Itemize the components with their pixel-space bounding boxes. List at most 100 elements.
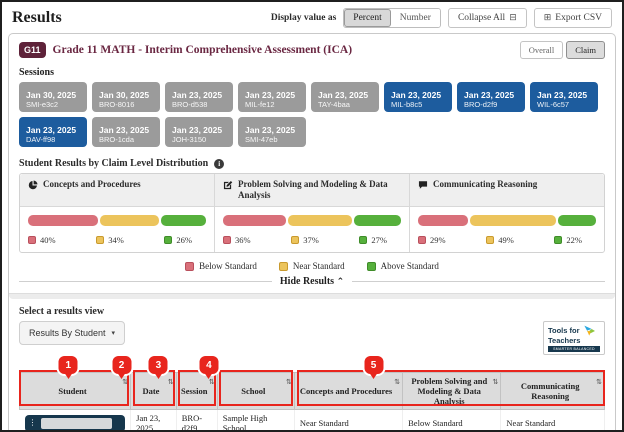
results-table-container: 1 2 3 4 5 Student ⇅ Date ⇅ Session ⇅ School… (18, 356, 605, 430)
header-label: Problem Solving and Modeling & Data Anal… (411, 376, 488, 406)
claims-heading-text: Student Results by Claim Level Distribut… (19, 158, 209, 169)
collapse-icon: ⊟ (509, 13, 517, 23)
session-code: MIL-b8c5 (391, 99, 423, 109)
kebab-menu-icon[interactable]: ⋮ (28, 418, 37, 427)
percent-value: 34% (108, 235, 124, 245)
sort-icon[interactable]: ⇅ (596, 378, 602, 386)
session-button[interactable]: Jan 23, 2025 MIL-fe12 (238, 82, 306, 112)
session-date: Jan 23, 2025 (172, 124, 223, 135)
number-button[interactable]: Number (390, 9, 440, 27)
results-table: Student ⇅ Date ⇅ Session ⇅ School ⇅ Concepts… (18, 372, 605, 430)
sort-icon[interactable]: ⇅ (122, 378, 129, 386)
sort-icon[interactable]: ⇅ (394, 378, 401, 386)
claim-button[interactable]: Claim (566, 41, 605, 59)
hide-results-label: Hide Results (279, 276, 335, 287)
collapse-all-button[interactable]: Collapse All ⊟ (447, 8, 527, 28)
edit-icon (223, 181, 233, 190)
session-code: BRO-8016 (99, 99, 135, 109)
hide-results-row: Hide Results ⌃ (19, 276, 605, 287)
column-header-date[interactable]: Date ⇅ (130, 372, 177, 410)
results-view-dropdown[interactable]: Results By Student ▾ (19, 321, 126, 345)
collapse-all-label: Collapse All (457, 13, 506, 23)
bar-percent-labels: 36% 37% 27% (223, 235, 401, 245)
session-date: Jan 30, 2025 (26, 89, 77, 100)
grade-badge: G11 (19, 42, 46, 58)
select-view-label: Select a results view (19, 306, 105, 317)
bar-segment-near (470, 215, 556, 226)
session-code: BRO-d538 (172, 99, 208, 109)
communicating-cell: Near Standard (500, 409, 605, 430)
session-button[interactable]: Jan 23, 2025 JOH-3150 (165, 117, 233, 147)
claim-distribution-communicating: 29% 49% 22% (410, 207, 604, 252)
session-cell: BRO-d2f9 (176, 409, 218, 430)
session-button[interactable]: Jan 23, 2025 BRO-d538 (165, 82, 233, 112)
above-swatch (554, 236, 563, 244)
above-swatch (164, 236, 173, 244)
session-code: SMI-47eb (245, 134, 278, 144)
student-cell: ⋮ (19, 409, 132, 430)
header-label: Student (58, 386, 87, 396)
chevron-down-icon: ▾ (111, 329, 116, 337)
divider-line (19, 281, 272, 282)
session-date: Jan 23, 2025 (26, 124, 77, 135)
student-name-pill[interactable]: ⋮ (24, 414, 126, 430)
sort-icon[interactable]: ⇅ (286, 378, 292, 386)
session-button[interactable]: Jan 23, 2025 SMI-47eb (238, 117, 306, 147)
claim-header-concepts: Concepts and Procedures (20, 174, 215, 206)
section-divider (9, 293, 615, 299)
bar-segment-above (354, 215, 401, 226)
export-csv-button[interactable]: ⊞ Export CSV (533, 8, 612, 28)
sort-icon[interactable]: ⇅ (492, 378, 499, 386)
claim-label: Communicating Reasoning (433, 179, 538, 189)
overall-button[interactable]: Overall (519, 41, 564, 59)
header-label: Date (142, 386, 160, 396)
session-code: JOH-3150 (172, 134, 207, 144)
session-button[interactable]: Jan 23, 2025 DAV-ff98 (19, 117, 87, 147)
bar-segment-above (160, 215, 206, 226)
session-date: Jan 23, 2025 (245, 89, 296, 100)
sort-icon[interactable]: ⇅ (167, 378, 174, 386)
below-swatch (28, 236, 36, 244)
above-standard-swatch (366, 261, 376, 271)
near-standard-swatch (278, 261, 288, 271)
tools-for-teachers-logo[interactable]: Tools for Teachers SMARTER BALANCED (543, 321, 605, 355)
claim-header-communicating: Communicating Reasoning (410, 174, 604, 206)
results-view-row: Results By Student ▾ Tools for Teachers … (19, 321, 605, 355)
sort-icon[interactable]: ⇅ (208, 378, 215, 386)
percent-button[interactable]: Percent (344, 9, 391, 27)
session-button[interactable]: Jan 23, 2025 MIL-b8c5 (384, 82, 452, 112)
session-button[interactable]: Jan 30, 2025 SMI-e3c2 (19, 82, 87, 112)
column-header-problem-solving[interactable]: Problem Solving and Modeling & Data Anal… (402, 372, 502, 410)
stacked-bar (418, 215, 596, 226)
percent-value: 27% (371, 235, 387, 245)
assessment-header: G11 Grade 11 MATH - Interim Comprehensiv… (19, 41, 605, 59)
column-header-school[interactable]: School ⇅ (216, 372, 295, 410)
info-icon[interactable]: i (214, 158, 225, 169)
session-button[interactable]: Jan 23, 2025 BRO-d2f9 (457, 82, 525, 112)
claim-label: Concepts and Procedures (43, 179, 141, 189)
percent-value: 37% (303, 235, 319, 245)
percent-value: 40% (40, 235, 56, 245)
header-label: Session (181, 386, 208, 396)
session-button[interactable]: Jan 23, 2025 BRO-1cda (92, 117, 160, 147)
table-header-row: Student ⇅ Date ⇅ Session ⇅ School ⇅ Concepts… (18, 372, 605, 410)
below-swatch (223, 236, 231, 244)
stacked-bar (28, 215, 206, 226)
header-label: School (241, 386, 266, 396)
distribution-legend: Below Standard Near Standard Above Stand… (19, 261, 605, 271)
hide-results-button[interactable]: Hide Results ⌃ (280, 276, 344, 287)
bar-segment-near (287, 215, 353, 226)
column-header-student[interactable]: Student ⇅ (18, 372, 132, 410)
near-swatch (486, 236, 495, 244)
column-header-concepts[interactable]: Concepts and Procedures ⇅ (293, 372, 404, 410)
display-value-toggle: Percent Number (343, 8, 441, 28)
session-button[interactable]: Jan 30, 2025 BRO-8016 (92, 82, 160, 112)
column-header-communicating[interactable]: Communicating Reasoning ⇅ (500, 372, 605, 410)
session-button[interactable]: Jan 23, 2025 TAY-4baa (311, 82, 379, 112)
session-button[interactable]: Jan 23, 2025 WIL-6c57 (530, 82, 598, 112)
annotation-pin-4: 4 (199, 356, 219, 374)
claim-distribution-problem-solving: 36% 37% 27% (215, 207, 410, 252)
near-swatch (96, 236, 105, 244)
sessions-label: Sessions (19, 67, 55, 78)
